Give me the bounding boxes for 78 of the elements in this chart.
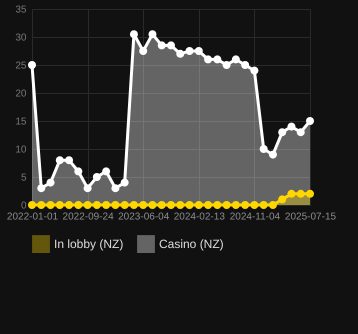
point	[92, 201, 101, 209]
legend-label: Casino (NZ)	[159, 237, 224, 252]
point	[232, 55, 240, 64]
point	[65, 201, 74, 209]
y-tick-label: 15	[15, 116, 27, 128]
point	[56, 201, 64, 209]
x-tick-label: 2022-01-01	[6, 212, 59, 222]
point	[306, 190, 314, 198]
point	[111, 184, 120, 192]
y-tick-label: 10	[15, 144, 27, 156]
point	[287, 190, 296, 198]
point	[260, 201, 268, 209]
point	[213, 201, 222, 209]
point	[102, 201, 110, 209]
point	[56, 156, 64, 164]
x-tick-label: 2022-09-24	[62, 212, 114, 222]
point	[241, 201, 250, 209]
point	[46, 178, 55, 187]
point	[176, 50, 184, 58]
point	[158, 41, 166, 50]
point	[120, 201, 129, 209]
point	[278, 195, 286, 204]
point	[167, 41, 175, 50]
point	[167, 201, 175, 209]
point	[37, 184, 46, 192]
point	[148, 30, 156, 38]
point	[120, 178, 129, 187]
point	[204, 55, 212, 64]
y-tick-label: 0	[20, 200, 27, 212]
point	[232, 201, 240, 209]
x-tick-label: 2024-02-13	[174, 212, 226, 222]
point	[139, 201, 148, 209]
point	[186, 47, 194, 55]
point	[111, 201, 120, 209]
point	[241, 61, 250, 69]
point	[204, 201, 212, 209]
x-tick-label: 2023-06-04	[118, 212, 170, 222]
x-tick-label: 2024-11-04	[230, 212, 281, 222]
point	[250, 201, 258, 209]
point	[148, 201, 156, 209]
point	[268, 201, 277, 209]
point	[194, 201, 203, 209]
point	[296, 128, 305, 136]
point	[222, 61, 231, 69]
x-tick-label: 2025-07-15	[284, 212, 337, 222]
y-tick-label: 25	[15, 60, 27, 72]
point	[222, 201, 231, 209]
point	[139, 47, 148, 55]
point	[28, 61, 36, 69]
point	[65, 156, 74, 164]
point	[84, 184, 92, 192]
point	[130, 30, 138, 38]
point	[278, 128, 286, 136]
point	[268, 150, 277, 159]
y-tick-label: 30	[15, 32, 27, 44]
legend-label: In lobby (NZ)	[54, 237, 124, 252]
y-tick-label: 35	[15, 4, 27, 16]
point	[306, 117, 314, 125]
point	[287, 122, 296, 131]
point	[260, 145, 268, 153]
point	[250, 66, 258, 75]
point	[74, 201, 82, 209]
point	[130, 201, 138, 209]
point	[74, 167, 82, 176]
point	[296, 190, 305, 198]
point	[102, 167, 110, 176]
point	[186, 201, 194, 209]
point	[92, 173, 101, 181]
point	[194, 47, 203, 55]
point	[158, 201, 166, 209]
point	[213, 55, 222, 64]
point	[28, 201, 36, 209]
point	[37, 201, 46, 209]
point	[84, 201, 92, 209]
y-tick-label: 5	[20, 172, 27, 184]
point	[176, 201, 184, 209]
y-tick-label: 20	[15, 88, 27, 100]
point	[46, 201, 55, 209]
